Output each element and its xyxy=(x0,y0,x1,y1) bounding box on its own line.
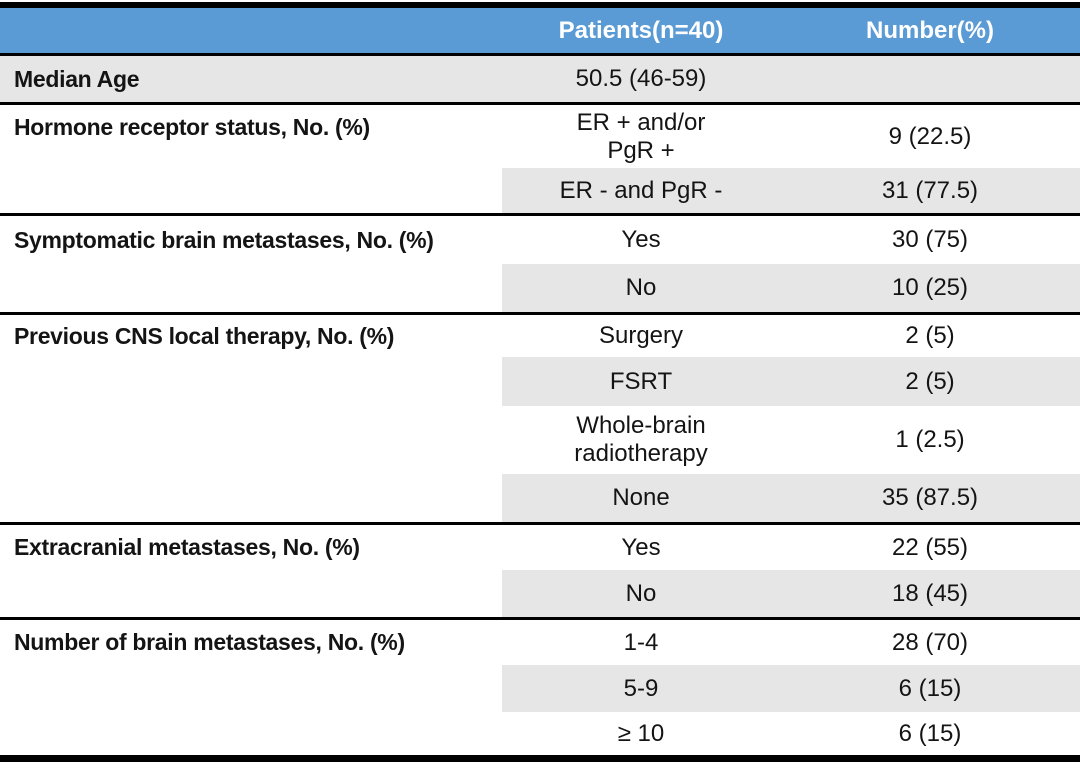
number-cell: 6 (15) xyxy=(898,719,962,747)
row-label: Median Age xyxy=(14,65,140,92)
table-row: Median Age 50.5 (46-59) xyxy=(0,56,1080,102)
row-label: Previous CNS local therapy, No. (%) xyxy=(14,322,395,349)
category-cell: 1-4 xyxy=(623,628,659,656)
table-row: ER - and PgR - 31 (77.5) xyxy=(0,168,1080,213)
row-label-empty xyxy=(0,712,502,755)
table-row: Number of brain metastases, No. (%) 1-4 … xyxy=(0,620,1080,665)
category-cell: ER + and/or PgR + xyxy=(576,108,706,164)
patient-characteristics-table: Patients(n=40) Number(%) Median Age 50.5… xyxy=(0,2,1080,762)
row-label-empty xyxy=(0,665,502,712)
header-number: Number(%) xyxy=(865,16,994,44)
section-hormone-receptor-status: Hormone receptor status, No. (%) ER + an… xyxy=(0,105,1080,216)
number-cell: 18 (45) xyxy=(780,570,1080,617)
number-cell xyxy=(780,56,1080,102)
category-cell: 5-9 xyxy=(502,665,780,712)
table-row: ≥ 10 6 (15) xyxy=(0,712,1080,755)
category-cell: Yes xyxy=(621,533,661,561)
row-label-empty xyxy=(0,168,502,213)
number-cell: 22 (55) xyxy=(891,533,969,561)
number-cell: 31 (77.5) xyxy=(780,168,1080,213)
table-row: None 35 (87.5) xyxy=(0,474,1080,522)
section-previous-cns-local-therapy: Previous CNS local therapy, No. (%) Surg… xyxy=(0,315,1080,525)
header-patients: Patients(n=40) xyxy=(558,16,724,44)
category-cell: ER - and PgR - xyxy=(502,168,780,213)
number-cell: 2 (5) xyxy=(905,322,955,350)
category-cell: 50.5 (46-59) xyxy=(575,65,707,93)
table-row: 5-9 6 (15) xyxy=(0,665,1080,712)
category-cell: No xyxy=(502,264,780,312)
number-cell: 30 (75) xyxy=(891,226,969,254)
table-row: Hormone receptor status, No. (%) ER + an… xyxy=(0,105,1080,168)
section-extracranial-metastases: Extracranial metastases, No. (%) Yes 22 … xyxy=(0,525,1080,620)
table-row: No 10 (25) xyxy=(0,264,1080,312)
row-label-empty xyxy=(0,264,502,312)
row-label-empty xyxy=(0,474,502,522)
category-cell: FSRT xyxy=(502,357,780,406)
category-cell: No xyxy=(502,570,780,617)
table-row: Whole-brain radiotherapy 1 (2.5) xyxy=(0,406,1080,474)
number-cell: 28 (70) xyxy=(891,628,969,656)
number-cell: 2 (5) xyxy=(780,357,1080,406)
row-label: Number of brain metastases, No. (%) xyxy=(14,629,405,656)
row-label: Symptomatic brain metastases, No. (%) xyxy=(14,226,434,253)
category-cell: Yes xyxy=(621,226,661,254)
table-row: Symptomatic brain metastases, No. (%) Ye… xyxy=(0,216,1080,264)
table-row: FSRT 2 (5) xyxy=(0,357,1080,406)
section-median-age: Median Age 50.5 (46-59) xyxy=(0,56,1080,105)
category-cell: ≥ 10 xyxy=(617,719,665,747)
category-cell: None xyxy=(502,474,780,522)
number-cell: 9 (22.5) xyxy=(888,122,972,150)
category-cell: Whole-brain radiotherapy xyxy=(574,412,708,467)
number-cell: 1 (2.5) xyxy=(895,426,965,454)
number-cell: 35 (87.5) xyxy=(780,474,1080,522)
row-label: Extracranial metastases, No. (%) xyxy=(14,534,360,561)
section-symptomatic-brain-metastases: Symptomatic brain metastases, No. (%) Ye… xyxy=(0,216,1080,315)
number-cell: 10 (25) xyxy=(780,264,1080,312)
table-row: Previous CNS local therapy, No. (%) Surg… xyxy=(0,315,1080,357)
number-cell: 6 (15) xyxy=(780,665,1080,712)
row-label: Hormone receptor status, No. (%) xyxy=(14,114,370,140)
category-cell: Surgery xyxy=(598,322,684,350)
row-label-empty xyxy=(0,570,502,617)
table-row: No 18 (45) xyxy=(0,570,1080,617)
row-label-empty xyxy=(0,406,502,474)
header-row: Patients(n=40) Number(%) xyxy=(0,8,1080,56)
table-row: Extracranial metastases, No. (%) Yes 22 … xyxy=(0,525,1080,570)
row-label-empty xyxy=(0,357,502,406)
section-number-of-brain-metastases: Number of brain metastases, No. (%) 1-4 … xyxy=(0,620,1080,755)
